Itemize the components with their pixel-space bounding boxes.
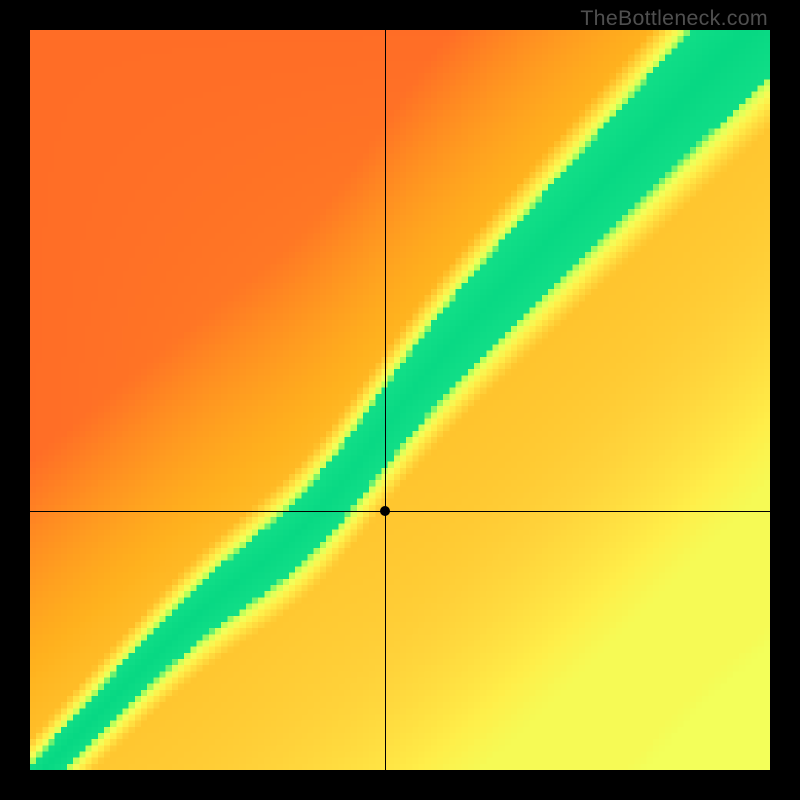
chart-container: TheBottleneck.com bbox=[0, 0, 800, 800]
crosshair-horizontal bbox=[30, 511, 770, 512]
crosshair-vertical bbox=[385, 30, 386, 770]
bottleneck-heatmap bbox=[30, 30, 770, 770]
watermark-text: TheBottleneck.com bbox=[580, 6, 768, 31]
